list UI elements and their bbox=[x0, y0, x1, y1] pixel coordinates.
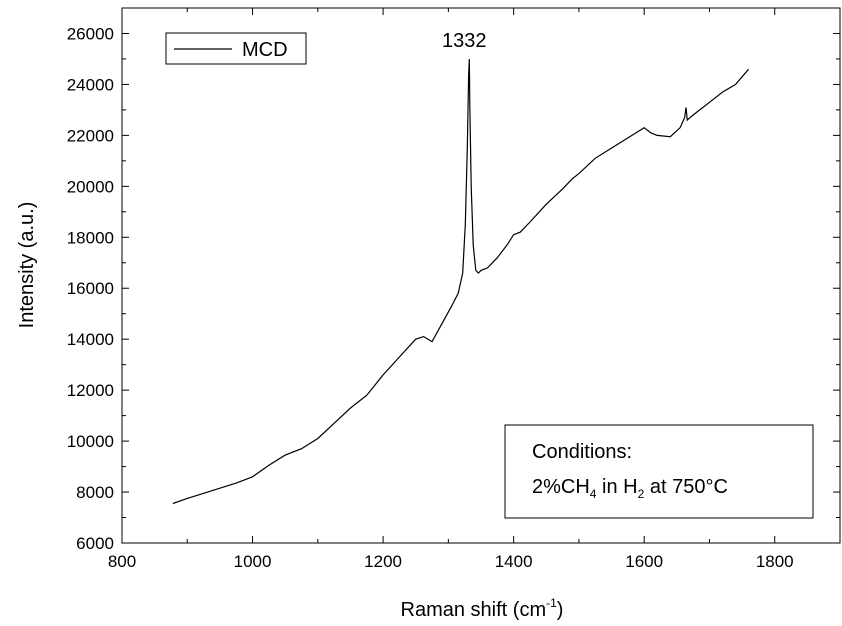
plot-frame bbox=[121, 7, 841, 544]
annotation-sub-2: 2 bbox=[638, 487, 645, 501]
annotation-text-c: at 750°C bbox=[644, 476, 728, 498]
y-tick-label: 16000 bbox=[67, 279, 114, 298]
y-tick-label: 22000 bbox=[67, 126, 114, 145]
y-tick-label: 20000 bbox=[67, 177, 114, 196]
x-tick-label: 1600 bbox=[625, 552, 663, 571]
annotation-box bbox=[504, 424, 814, 519]
y-tick-label: 24000 bbox=[67, 75, 114, 94]
plot-area bbox=[121, 7, 841, 544]
legend: MCD bbox=[165, 32, 307, 65]
y-tick-label: 26000 bbox=[67, 24, 114, 43]
x-tick-label: 1200 bbox=[364, 552, 402, 571]
x-axis-title-sup: -1 bbox=[546, 596, 557, 610]
conditions-annotation: Conditions: 2%CH4 in H2 at 750°C bbox=[504, 424, 814, 519]
y-tick-label: 14000 bbox=[67, 330, 114, 349]
annotation-line-1: Conditions: bbox=[532, 441, 632, 463]
y-tick-label: 10000 bbox=[67, 432, 114, 451]
x-axis-title-end: ) bbox=[557, 599, 564, 621]
legend-label-mcd: MCD bbox=[242, 39, 288, 61]
y-tick-label: 18000 bbox=[67, 228, 114, 247]
x-axis: 800 1000 1200 1400 1600 1800 bbox=[108, 8, 794, 571]
annotation-line-2: 2%CH4 in H2 at 750°C bbox=[532, 476, 728, 501]
y-tick-label: 12000 bbox=[67, 381, 114, 400]
peak-label: 1332 bbox=[442, 30, 487, 52]
y-tick-label: 6000 bbox=[76, 534, 114, 553]
annotation-text-b: in H bbox=[596, 476, 637, 498]
series-line-mcd bbox=[172, 58, 750, 505]
x-tick-label: 1400 bbox=[495, 552, 533, 571]
y-tick-label: 8000 bbox=[76, 483, 114, 502]
annotation-text-a: 2%CH bbox=[532, 476, 590, 498]
x-tick-label: 1000 bbox=[234, 552, 272, 571]
x-tick-label: 1800 bbox=[756, 552, 794, 571]
y-axis: 6000800010000120001400016000180002000022… bbox=[67, 24, 840, 553]
x-axis-title: Raman shift (cm-1) bbox=[401, 596, 564, 621]
annotation-sub-4: 4 bbox=[590, 487, 597, 501]
x-axis-title-main: Raman shift (cm bbox=[401, 599, 547, 621]
x-tick-label: 800 bbox=[108, 552, 136, 571]
y-axis-title: Intensity (a.u.) bbox=[16, 202, 38, 329]
